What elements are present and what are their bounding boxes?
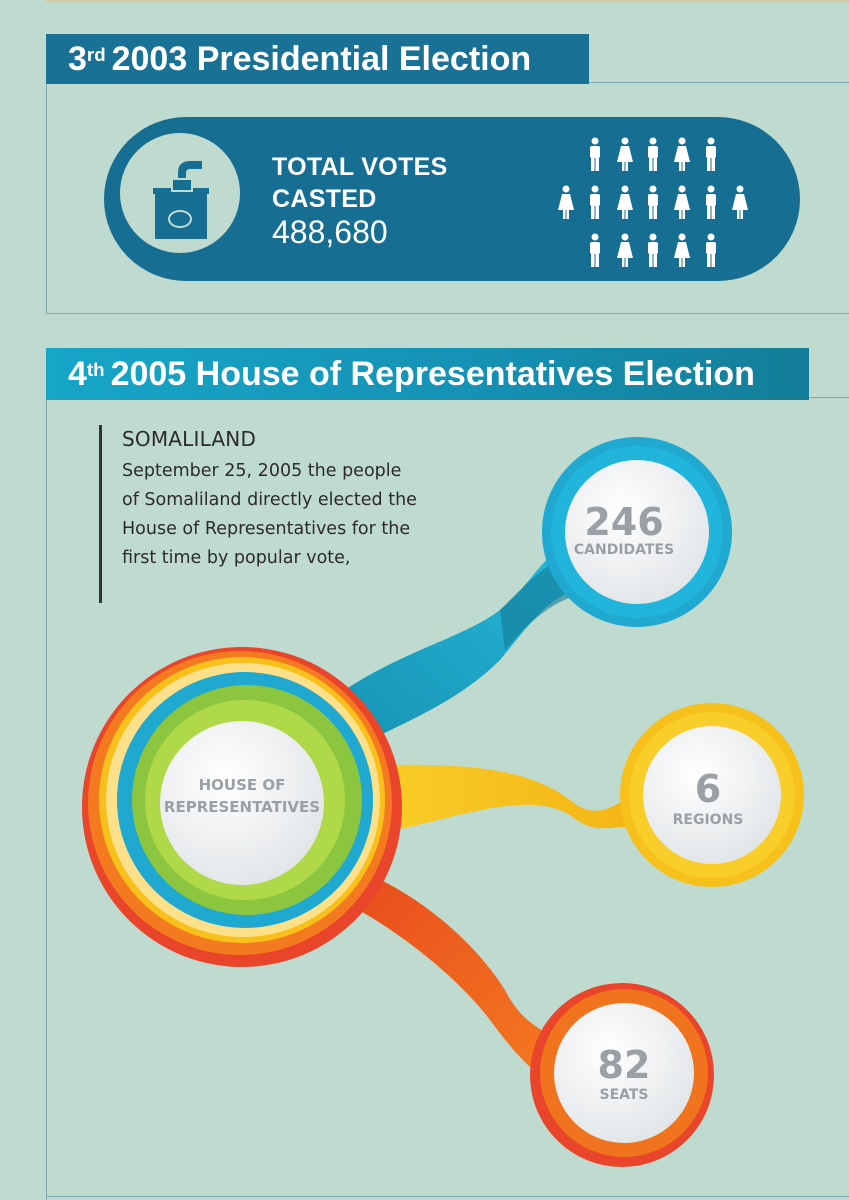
section-3-ordinal-suffix: rd bbox=[86, 44, 106, 66]
people-icons bbox=[558, 137, 748, 267]
ribbon-seats bbox=[340, 870, 560, 1080]
woman-icon bbox=[617, 185, 633, 219]
man-icon bbox=[648, 137, 658, 171]
candidates-label: CANDIDATES bbox=[574, 542, 674, 558]
woman-icon bbox=[732, 185, 748, 219]
man-icon bbox=[648, 233, 658, 267]
seats-value: 82 bbox=[598, 1043, 651, 1087]
man-icon bbox=[648, 185, 658, 219]
total-votes-label-line1: TOTAL VOTES bbox=[272, 153, 448, 181]
woman-icon bbox=[674, 185, 690, 219]
man-icon bbox=[706, 137, 716, 171]
hub-center bbox=[160, 721, 324, 885]
section-4-left-border bbox=[46, 400, 47, 1200]
seats-label: SEATS bbox=[599, 1087, 648, 1103]
region-description: September 25, 2005 the people of Somalil… bbox=[122, 461, 417, 568]
section-3-top-border bbox=[589, 82, 849, 83]
section-4-ordinal: 4 bbox=[68, 354, 87, 393]
regions-value: 6 bbox=[695, 767, 721, 811]
quote-bar bbox=[99, 425, 102, 603]
section-4-title: 2005 House of Representatives Election bbox=[110, 354, 755, 393]
total-votes-value: 488,680 bbox=[272, 214, 388, 250]
hub-label-line1: HOUSE OF bbox=[199, 776, 286, 794]
top-frame-line bbox=[46, 0, 849, 2]
regions-label: REGIONS bbox=[673, 812, 744, 828]
man-icon bbox=[590, 185, 600, 219]
section-3-left-border bbox=[46, 84, 47, 314]
ribbon-regions bbox=[360, 764, 640, 835]
seats-center bbox=[554, 1003, 694, 1143]
woman-icon bbox=[558, 185, 574, 219]
total-votes-label-line2: CASTED bbox=[272, 185, 377, 213]
woman-icon bbox=[674, 137, 690, 171]
section-3-ordinal: 3 bbox=[68, 39, 87, 78]
candidates-value: 246 bbox=[584, 500, 663, 544]
region-title: SOMALILAND bbox=[122, 427, 257, 451]
candidates-center bbox=[565, 460, 709, 604]
woman-icon bbox=[617, 233, 633, 267]
man-icon bbox=[590, 233, 600, 267]
regions-center bbox=[643, 726, 781, 864]
woman-icon bbox=[617, 137, 633, 171]
section-4-ordinal-suffix: th bbox=[86, 359, 105, 381]
woman-icon bbox=[674, 233, 690, 267]
section-3-bottom-border bbox=[46, 313, 849, 314]
section-4-top-border bbox=[809, 397, 849, 398]
section-4-bottom-border bbox=[46, 1196, 849, 1197]
man-icon bbox=[590, 137, 600, 171]
man-icon bbox=[706, 185, 716, 219]
section-3-title: 2003 Presidential Election bbox=[111, 39, 532, 78]
man-icon bbox=[706, 233, 716, 267]
hub-label-line2: REPRESENTATIVES bbox=[164, 798, 320, 816]
ballot-box-icon bbox=[153, 161, 209, 239]
